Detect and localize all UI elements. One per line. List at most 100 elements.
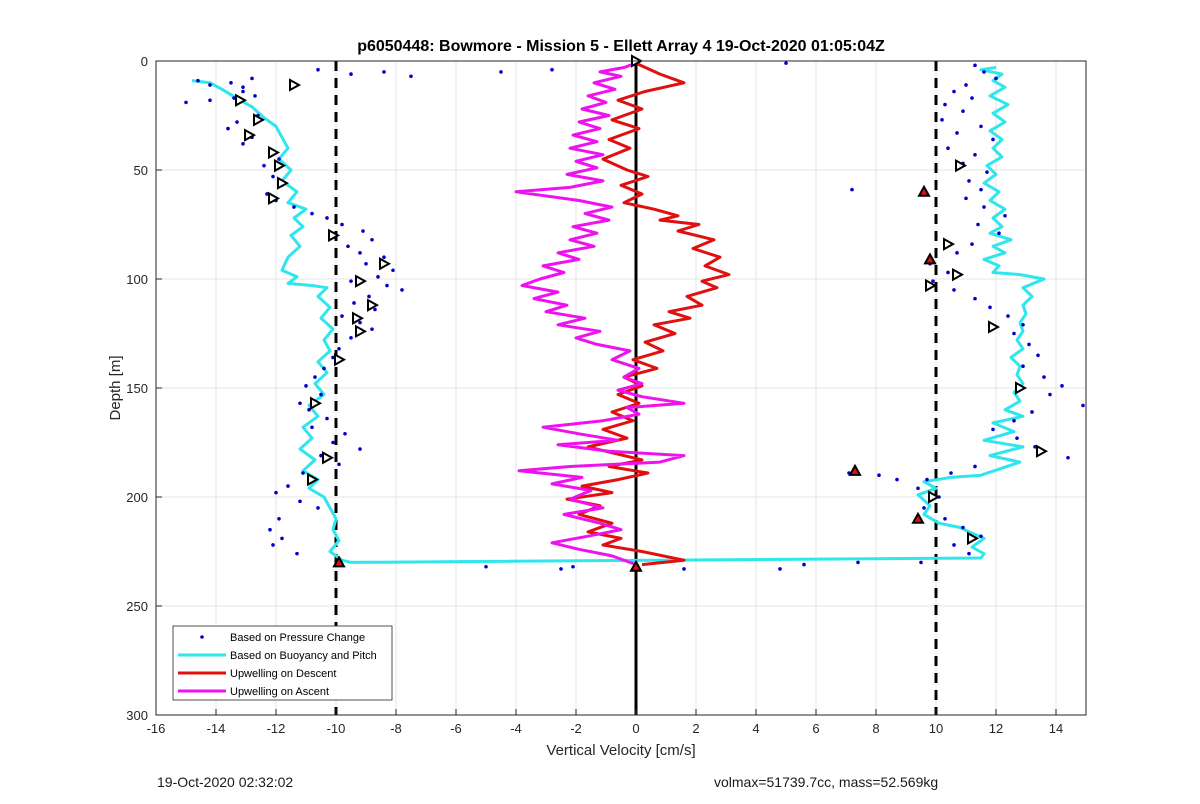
triangle-marker <box>955 158 968 173</box>
series-point <box>988 305 992 310</box>
series-point <box>367 294 371 299</box>
series-point <box>559 567 563 571</box>
series-point <box>946 146 950 150</box>
series-point <box>307 408 311 412</box>
series-point <box>967 551 971 556</box>
triangle-marker <box>277 176 290 190</box>
series-point <box>1066 455 1070 460</box>
chart-title: p6050448: Bowmore - Mission 5 - Ellett A… <box>357 38 885 55</box>
series-point <box>298 499 302 504</box>
x-tick-label: -12 <box>267 721 286 736</box>
series-point <box>358 251 362 255</box>
series-point <box>271 543 275 547</box>
x-tick-label: -4 <box>510 721 522 736</box>
series-point <box>325 416 329 421</box>
y-axis-label: Depth [m] <box>107 355 124 420</box>
series-point <box>946 270 950 275</box>
triangle-marker <box>988 320 1001 334</box>
triangle-marker <box>268 145 281 160</box>
x-tick-label: 4 <box>752 721 759 736</box>
series-point <box>184 100 188 105</box>
series-point <box>364 261 368 266</box>
triangle-marker <box>289 78 302 92</box>
series-point <box>337 346 341 351</box>
series-point <box>226 126 230 131</box>
series-point <box>964 196 968 201</box>
series-point <box>316 506 320 510</box>
x-tick-label: 0 <box>632 721 639 736</box>
triangle-marker <box>379 257 392 271</box>
series-point <box>931 279 935 283</box>
triangle-marker <box>268 191 281 206</box>
triangle-marker <box>848 463 862 476</box>
series-point <box>979 124 983 129</box>
series-point <box>985 170 989 174</box>
triangle-marker <box>334 352 347 367</box>
series-point <box>982 70 986 74</box>
series-point <box>400 288 404 292</box>
series-point <box>295 551 299 556</box>
series-point <box>373 307 377 312</box>
triangle-marker <box>274 158 287 173</box>
series-point <box>340 314 344 318</box>
series-point <box>961 109 965 113</box>
series-point <box>973 63 977 68</box>
series-point <box>991 137 995 142</box>
x-tick-label: -8 <box>390 721 402 736</box>
triangle-marker <box>629 559 643 572</box>
series-point <box>499 70 503 74</box>
legend-box <box>172 625 393 701</box>
tick-layer: -16 -14 -12 -10 -8 -6 -4 -2 0 2 4 6 8 10 12 14 0 50 100 150… <box>126 54 1063 736</box>
series-point <box>241 142 245 146</box>
series-point <box>1042 375 1046 379</box>
series-point <box>940 118 944 122</box>
series-point <box>1048 392 1052 397</box>
series-point <box>949 471 953 475</box>
series-point <box>952 543 956 547</box>
series-point <box>319 453 323 458</box>
series-line <box>565 61 731 567</box>
x-tick-label: 8 <box>872 721 879 736</box>
series-point <box>484 564 488 569</box>
y-tick-label: 0 <box>141 54 148 69</box>
series-point <box>349 279 353 283</box>
series-point <box>349 72 353 76</box>
series-point <box>286 484 290 488</box>
series-point <box>979 187 983 192</box>
series-point <box>331 355 335 360</box>
series-point <box>325 216 329 220</box>
triangle-marker <box>928 490 941 504</box>
series-point <box>241 85 245 89</box>
series-point <box>973 152 977 157</box>
series-point <box>310 425 314 430</box>
series-point <box>331 440 335 445</box>
series-point <box>916 486 920 491</box>
x-tick-label: 2 <box>692 721 699 736</box>
triangle-marker <box>923 252 937 265</box>
legend: Based on Pressure Change Based on Buoyanc… <box>172 625 393 701</box>
triangle-marker <box>235 93 248 107</box>
series-point <box>196 78 200 83</box>
series-point <box>955 251 959 255</box>
series-point <box>955 131 959 135</box>
series-point <box>265 192 269 196</box>
series-point <box>970 242 974 246</box>
footer-timestamp: 19-Oct-2020 02:32:02 <box>157 774 294 790</box>
series-point <box>382 255 386 259</box>
series-point <box>973 296 977 301</box>
series-point <box>232 96 236 100</box>
series-point <box>1027 342 1031 347</box>
series-point <box>304 384 308 388</box>
series-point <box>274 490 278 495</box>
series-point <box>1033 445 1037 449</box>
series-point <box>784 61 788 65</box>
series-point <box>208 98 212 103</box>
series-point <box>979 534 983 539</box>
triangle-marker <box>355 274 368 288</box>
series-point <box>271 174 275 179</box>
triangle-marker <box>952 267 965 282</box>
y-tick-label: 250 <box>126 599 148 614</box>
series-point <box>301 471 305 475</box>
series-point <box>1012 331 1016 336</box>
